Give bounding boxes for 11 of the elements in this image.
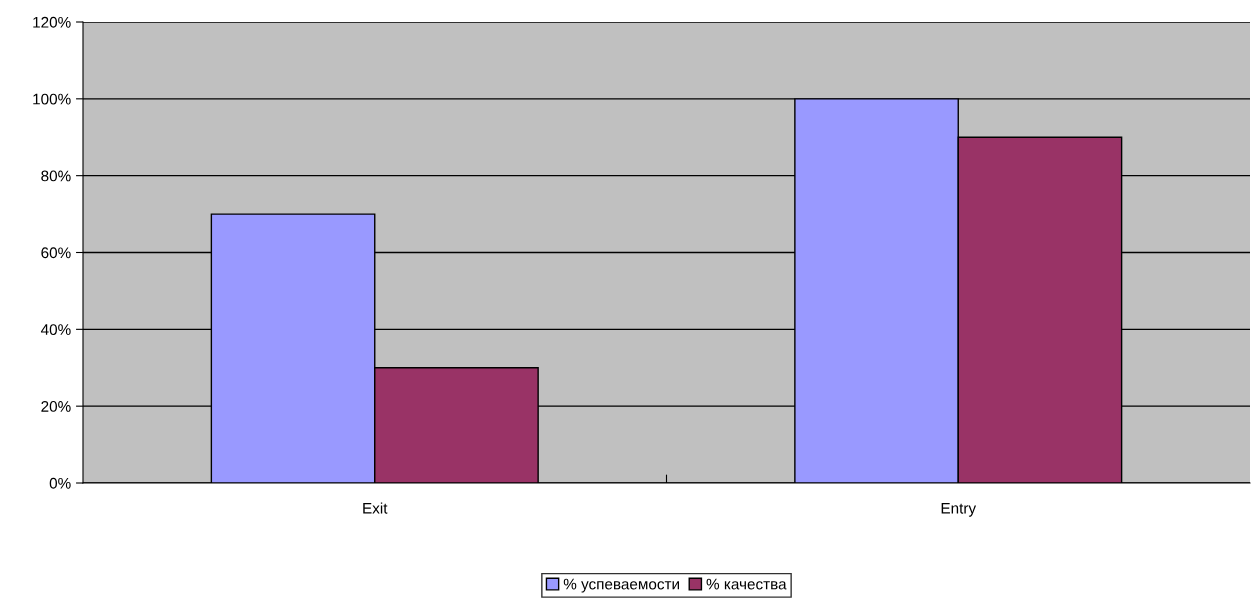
x-tick-label: Entry: [941, 503, 977, 517]
y-tick-label: 80%: [41, 170, 71, 182]
legend-label: % качества: [706, 578, 787, 590]
y-tick-label: 100%: [33, 93, 71, 105]
y-tick-label: 120%: [33, 16, 71, 28]
y-tick-label: 40%: [40, 324, 71, 336]
y-tick-label: 20%: [41, 401, 71, 412]
legend-label: % успеваемости: [563, 578, 679, 593]
y-tick-label: 0%: [49, 477, 71, 489]
x-tick-label: Exit: [363, 502, 388, 514]
y-tick-label: 60%: [41, 247, 71, 259]
